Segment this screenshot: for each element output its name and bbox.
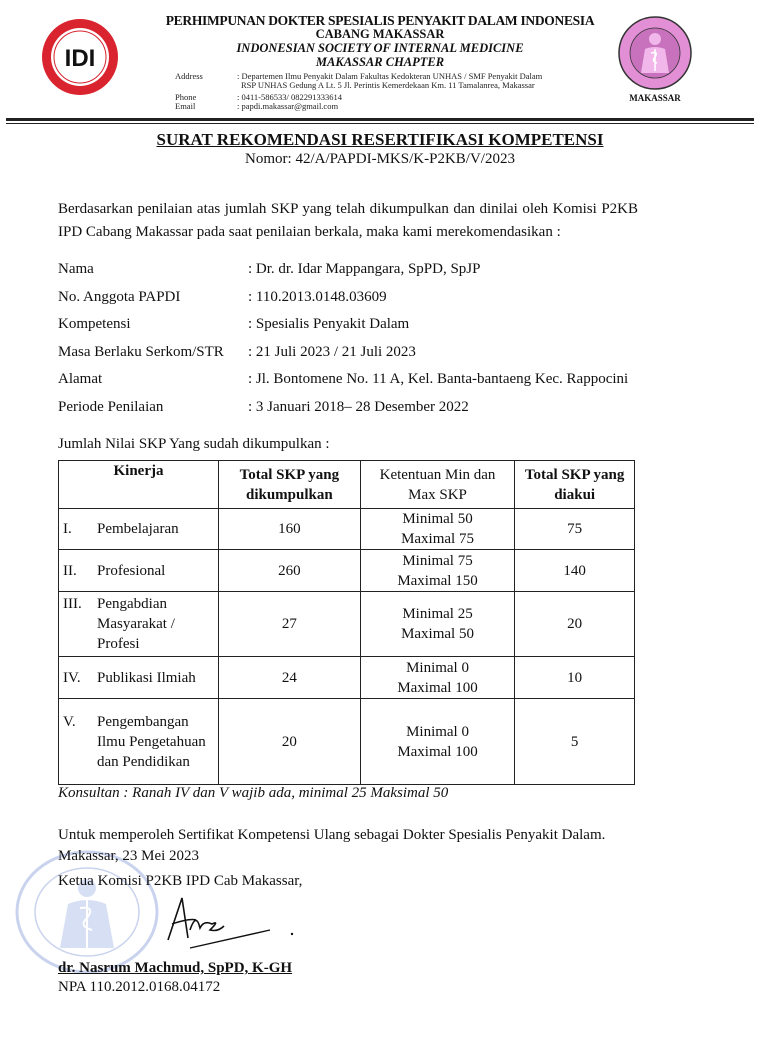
- row-max: Maximal 150: [397, 572, 478, 589]
- row-number: II.: [63, 562, 77, 579]
- org-name-en: INDONESIAN SOCIETY OF INTERNAL MEDICINE: [236, 41, 524, 55]
- table-caption: Jumlah Nilai SKP Yang sudah dikumpulkan …: [58, 436, 330, 452]
- header-rule-thin: [6, 123, 754, 124]
- field-label: Kompetensi: [58, 316, 131, 332]
- row-min: Minimal 75: [402, 552, 473, 569]
- phone-label: Phone: [175, 92, 197, 102]
- chapter-name: MAKASSAR CHAPTER: [315, 55, 445, 69]
- field-label: Periode Penilaian: [58, 399, 164, 415]
- phone-value: : 0411-586533/ 082291333614: [237, 92, 342, 102]
- field-value: : 3 Januari 2018– 28 Desember 2022: [248, 399, 469, 415]
- row-max: Maximal 75: [401, 531, 474, 547]
- field-label: Masa Berlaku Serkom/STR: [58, 344, 224, 360]
- row-diakui: 10: [514, 656, 635, 699]
- row-min: Minimal 0: [406, 659, 469, 676]
- field-value: : Jl. Bontomene No. 11 A, Kel. Banta-ban…: [248, 371, 629, 387]
- row-number: IV.: [63, 669, 81, 686]
- table-row: IV. Publikasi Ilmiah 24 Minimal 0 Maximal …: [58, 656, 635, 699]
- field-label: No. Anggota PAPDI: [58, 289, 181, 305]
- address-line2: RSP UNHAS Gedung A Lt. 5 Jl. Perintis Ke…: [241, 80, 535, 90]
- row-total: 160: [217, 508, 361, 550]
- row-diakui: 140: [514, 549, 635, 592]
- address-line1: : Departemen Ilmu Penyakit Dalam Fakulta…: [237, 71, 543, 81]
- signature: [167, 897, 294, 949]
- email-label: Email: [175, 101, 196, 111]
- table-header-row: Kinerja Total SKP yang dikumpulkan Keten…: [58, 460, 635, 509]
- table-row: V. Pengembangan Ilmu Pengetahuan dan Pend…: [58, 698, 635, 785]
- table-note: Konsultan : Ranah IV dan V wajib ada, mi…: [58, 785, 449, 801]
- svg-text:IDI: IDI: [65, 45, 96, 72]
- field-label: Alamat: [58, 371, 103, 387]
- row-number: I.: [63, 521, 72, 537]
- row-max: Maximal 50: [401, 626, 474, 642]
- address-label: Address: [175, 71, 203, 81]
- row-kinerja: Pembelajaran: [97, 521, 179, 537]
- header-rule: [6, 118, 754, 121]
- papdi-logo: [618, 16, 692, 90]
- header-ketentuan: Ketentuan Min dan Max SKP: [359, 460, 516, 509]
- email-value: : papdi.makassar@gmail.com: [237, 101, 339, 111]
- organization-stamp: [15, 850, 159, 974]
- row-max: Maximal 100: [397, 743, 478, 760]
- row-total: 20: [217, 698, 361, 785]
- intro-paragraph: Berdasarkan penilaian atas jumlah SKP ya…: [58, 201, 638, 240]
- field-value: : Dr. dr. Idar Mappangara, SpPD, SpJP: [248, 261, 481, 277]
- row-max: Maximal 100: [397, 679, 478, 696]
- row-kinerja: Pengabdian Masyarakat / Profesi: [97, 596, 175, 652]
- table-row: II. Profesional 260 Minimal 75 Maximal 150…: [58, 549, 635, 592]
- header-kinerja: Kinerja: [58, 460, 219, 509]
- signer-npa: NPA 110.2012.0168.04172: [58, 979, 221, 995]
- row-number: V.: [63, 713, 76, 730]
- branch-name: CABANG MAKASSAR: [315, 27, 445, 41]
- table-row: I. Pembelajaran 160 Minimal 50 Maximal 75 …: [58, 508, 635, 550]
- field-value: : 21 Juli 2023 / 21 Juli 2023: [248, 344, 416, 360]
- row-total: 260: [217, 549, 361, 592]
- row-kinerja: Publikasi Ilmiah: [97, 669, 196, 686]
- row-diakui: 5: [514, 698, 635, 785]
- row-total: 24: [217, 656, 361, 699]
- field-value: : Spesialis Penyakit Dalam: [248, 316, 410, 332]
- skp-table: Kinerja Total SKP yang dikumpulkan Keten…: [58, 460, 635, 785]
- row-total: 27: [217, 591, 361, 657]
- place-date: Makassar, 23 Mei 2023: [58, 848, 200, 864]
- org-name: PERHIMPUNAN DOKTER SPESIALIS PENYAKIT DA…: [165, 13, 595, 28]
- row-min: Minimal 50: [402, 511, 473, 527]
- row-diakui: 75: [514, 508, 635, 550]
- row-number: III.: [63, 596, 82, 612]
- signer-title: Ketua Komisi P2KB IPD Cab Makassar,: [58, 873, 303, 889]
- letter-title: SURAT REKOMENDASI RESERTIFIKASI KOMPETEN…: [156, 130, 604, 149]
- logo-caption: MAKASSAR: [629, 93, 681, 103]
- closing-text: Untuk memperoleh Sertifikat Kompetensi U…: [58, 827, 606, 843]
- row-kinerja: Pengembangan Ilmu Pengetahuan dan Pendid…: [97, 713, 206, 770]
- row-min: Minimal 0: [406, 723, 469, 740]
- field-label: Nama: [58, 261, 94, 277]
- table-row: III. Pengabdian Masyarakat / Profesi 27 M…: [58, 591, 635, 657]
- field-value: : 110.2013.0148.03609: [248, 289, 387, 305]
- idi-logo: IDI: [42, 19, 118, 95]
- letter-number: Nomor: 42/A/PAPDI-MKS/K-P2KB/V/2023: [245, 151, 515, 167]
- row-min: Minimal 25: [402, 606, 473, 622]
- signer-name: dr. Nasrum Machmud, SpPD, K-GH: [58, 960, 293, 976]
- header-total: Total SKP yang dikumpulkan: [217, 460, 361, 509]
- header-diakui: Total SKP yang diakui: [514, 460, 635, 509]
- row-diakui: 20: [514, 591, 635, 657]
- row-kinerja: Profesional: [97, 562, 166, 579]
